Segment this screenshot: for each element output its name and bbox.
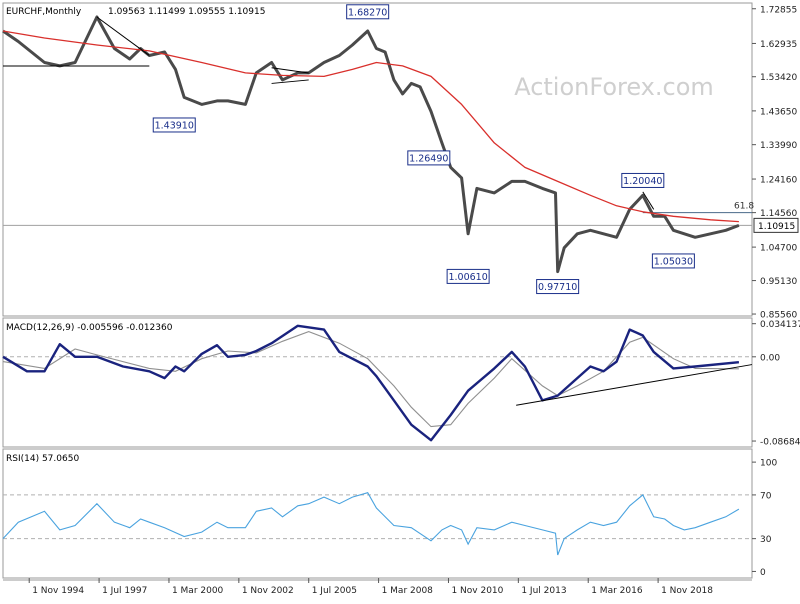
macd-line (2, 324, 740, 442)
price-axis-tick-label: 1.24160 (760, 176, 797, 186)
price-axis-tick-label: 1.62935 (760, 40, 797, 50)
price-panel-title: EURCHF,Monthly (6, 7, 82, 17)
price-axis-tick-label: 1.53420 (760, 73, 797, 83)
x-axis-tick-label: 1 Jul 1997 (102, 586, 147, 596)
price-annotation-box (346, 4, 390, 20)
price-annotation-label: 0.97710 (538, 282, 577, 293)
rsi-axis-tick-label: 30 (760, 535, 772, 545)
current-price-tag (753, 217, 799, 233)
price-annotation-box (407, 150, 451, 166)
x-axis-tick-label: 1 Nov 1994 (32, 586, 84, 596)
macd-axis-tick-label: -0.086849 (760, 438, 800, 448)
price-annotation-label: 1.68270 (348, 7, 387, 18)
price-ohlc-text: 1.09563 1.11499 1.09555 1.10915 (108, 7, 265, 17)
price-trendline (271, 79, 309, 84)
rsi-axis-tick-label: 70 (760, 491, 772, 501)
macd-signal-line (2, 331, 739, 428)
price-annotation-box (651, 253, 695, 269)
price-annotation-label: 1.05030 (654, 256, 693, 267)
price-axis-tick-label: 1.33990 (760, 141, 797, 151)
macd-trendline (516, 364, 753, 406)
price-annotation-box (621, 172, 665, 188)
x-axis-tick-label: 1 Mar 2008 (382, 586, 434, 596)
price-annotation-label: 1.00610 (448, 272, 487, 283)
price-axis-tick-label: 1.43650 (760, 107, 797, 117)
macd-axis-tick-label: 0.034137 (760, 320, 800, 330)
price-axis-tick-label: 1.72855 (760, 5, 797, 15)
price-annotation-box (536, 279, 580, 295)
x-axis-tick-label: 1 Nov 2018 (661, 586, 713, 596)
fib-label: 61.8 (734, 202, 754, 212)
panel-frame-3 (2, 448, 753, 579)
price-axis-tick-label: 0.95130 (760, 277, 797, 287)
macd-axis-tick-label: 0.00 (760, 353, 780, 363)
price-trendline (96, 16, 150, 56)
rsi-panel-title: RSI(14) 57.0650 (6, 454, 79, 464)
x-axis-tick-label: 1 Nov 2010 (451, 586, 503, 596)
rsi-line (2, 492, 740, 556)
x-axis-tick-label: 1 Jul 2005 (312, 586, 357, 596)
x-axis-tick-label: 1 Nov 2002 (242, 586, 294, 596)
price-annotation-label: 1.26490 (409, 153, 448, 164)
x-axis-tick-label: 1 Jul 2013 (521, 586, 566, 596)
moving-average-line (2, 30, 739, 223)
price-annotation-box (446, 268, 490, 284)
price-annotation-box (152, 117, 196, 133)
price-annotation-label: 1.43910 (155, 120, 194, 131)
price-axis-tick-label: 0.85560 (760, 311, 797, 321)
panel-frame-2 (2, 317, 753, 448)
x-axis-tick-label: 1 Mar 2016 (591, 586, 643, 596)
macd-panel-title: MACD(12,26,9) -0.005596 -0.012360 (6, 323, 173, 333)
current-price-label: 1.10915 (758, 222, 795, 232)
price-annotation-label: 1.20040 (623, 176, 662, 187)
price-trendline (642, 191, 655, 210)
price-axis-tick-label: 1.14560 (760, 209, 797, 219)
rsi-axis-tick-label: 100 (760, 459, 777, 469)
watermark: ActionForex.com (514, 73, 714, 101)
rsi-axis-tick-label: 0 (760, 568, 766, 578)
x-axis-tick-label: 1 Mar 2000 (172, 586, 224, 596)
price-axis-tick-label: 1.04700 (760, 244, 797, 254)
panel-frame-1 (2, 2, 753, 317)
price-trendline (271, 67, 309, 74)
